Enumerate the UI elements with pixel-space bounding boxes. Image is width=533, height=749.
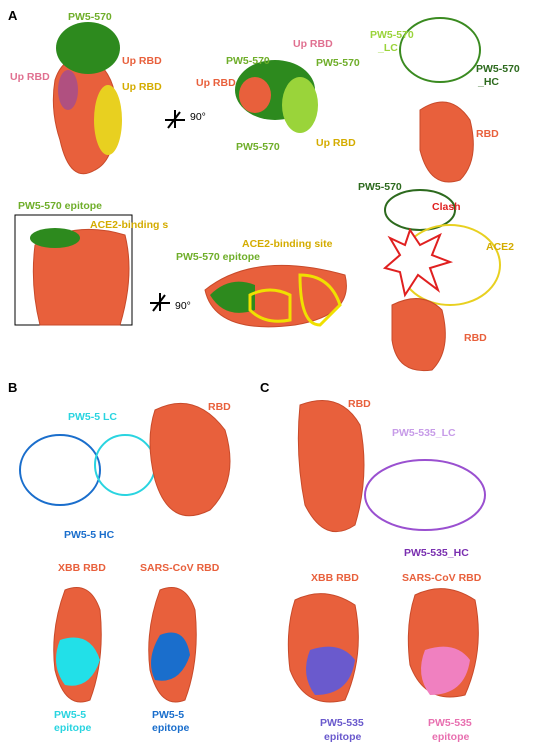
label: RBD bbox=[348, 398, 371, 410]
label: RBD bbox=[476, 128, 499, 140]
label: epitope bbox=[432, 731, 469, 743]
label: PW5-570 epitope bbox=[176, 251, 260, 263]
label: PW5-570 bbox=[370, 29, 414, 41]
label: PW5-535_HC bbox=[404, 547, 469, 559]
label: epitope bbox=[324, 731, 361, 743]
label: Clash bbox=[432, 201, 461, 213]
label: _LC bbox=[377, 42, 398, 54]
label: epitope bbox=[152, 722, 189, 734]
label: PW5-570 bbox=[316, 57, 360, 69]
label: ACE2-binding site bbox=[242, 238, 333, 250]
label: RBD bbox=[464, 332, 487, 344]
panel-letter: C bbox=[260, 380, 270, 395]
labels: A PW5-570 Up RBD Up RBD Up RBD 90° PW5-5… bbox=[8, 8, 520, 743]
panel-b-art bbox=[19, 402, 231, 703]
label: Up RBD bbox=[316, 137, 356, 149]
label: PW5-535 bbox=[320, 717, 364, 729]
label: Up RBD bbox=[293, 38, 333, 50]
label: PW5-535 bbox=[428, 717, 472, 729]
label: PW5-570 bbox=[68, 11, 112, 23]
label: ACE2-binding s bbox=[90, 219, 168, 231]
panel-letter: A bbox=[8, 8, 18, 23]
panel-a-art bbox=[14, 17, 501, 372]
label: PW5-570 bbox=[226, 55, 270, 67]
label: PW5-5 HC bbox=[64, 529, 115, 541]
label: 90° bbox=[175, 300, 191, 312]
label: Up RBD bbox=[122, 81, 162, 93]
label: Up RBD bbox=[196, 77, 236, 89]
label: Up RBD bbox=[10, 71, 50, 83]
label: SARS-CoV RBD bbox=[402, 572, 482, 584]
panel-letter: B bbox=[8, 380, 17, 395]
label: PW5-5 bbox=[54, 709, 86, 721]
label: XBB RBD bbox=[311, 572, 359, 584]
label: epitope bbox=[54, 722, 91, 734]
label: PW5-535_LC bbox=[392, 427, 456, 439]
label: PW5-570 epitope bbox=[18, 200, 102, 212]
label: PW5-5 LC bbox=[68, 411, 117, 423]
label: PW5-570 bbox=[476, 63, 520, 75]
label: XBB RBD bbox=[58, 562, 106, 574]
panel-c-art bbox=[287, 400, 486, 703]
label: _HC bbox=[477, 76, 499, 88]
label: PW5-5 bbox=[152, 709, 184, 721]
label: Up RBD bbox=[122, 55, 162, 67]
label: PW5-570 bbox=[236, 141, 280, 153]
label: 90° bbox=[190, 111, 206, 123]
label: ACE2 bbox=[486, 241, 514, 253]
label: RBD bbox=[208, 401, 231, 413]
label: SARS-CoV RBD bbox=[140, 562, 220, 574]
label: PW5-570 bbox=[358, 181, 402, 193]
